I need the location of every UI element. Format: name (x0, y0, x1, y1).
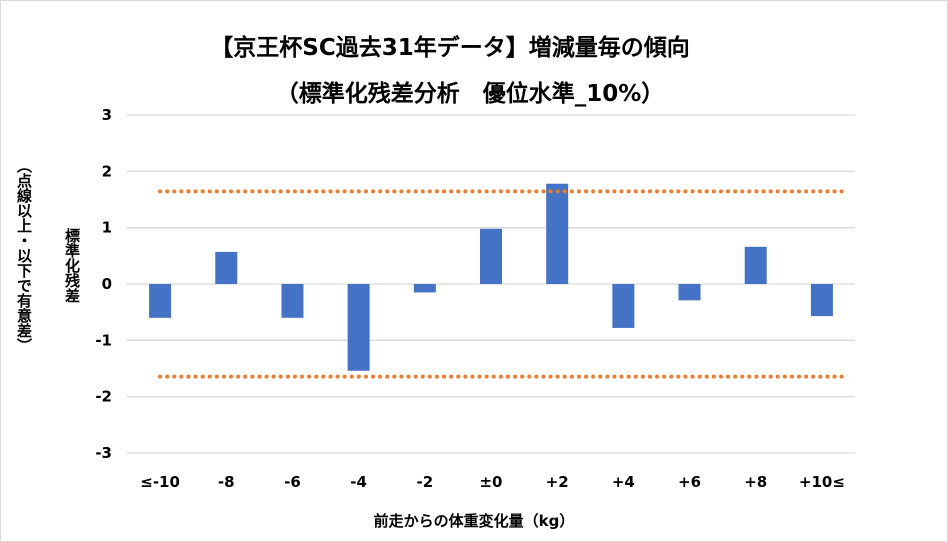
y-tick-label: 0 (102, 275, 112, 293)
x-tick-label: -4 (350, 473, 367, 491)
x-axis-label: 前走からの体重変化量（kg） (373, 512, 575, 530)
bar (480, 228, 502, 284)
bar (413, 284, 436, 293)
y-tick-label: 1 (102, 219, 112, 237)
x-tick-label: ±0 (479, 473, 502, 491)
x-tick-label: ≤-10 (140, 473, 180, 491)
y-axis-label: 標準化残差 (63, 228, 81, 303)
chart-title: 【京王杯SC過去31年データ】増減量毎の傾向 (210, 35, 690, 61)
chart-subtitle: （標準化残差分析 優位水準_10%） (275, 81, 665, 107)
bar (678, 284, 701, 301)
x-tick-label: -8 (218, 473, 235, 491)
bar (149, 284, 172, 318)
bar (744, 246, 767, 284)
y-tick-label: -3 (95, 444, 112, 462)
bar (347, 284, 370, 371)
y-tick-label: -1 (95, 331, 112, 349)
y-tick-label: 3 (102, 106, 112, 124)
x-tick-label: +6 (678, 473, 701, 491)
x-tick-label: +2 (546, 473, 569, 491)
y-tick-label: 2 (102, 162, 112, 180)
x-tick-label: +10≤ (799, 473, 845, 491)
bar (281, 284, 304, 318)
bar (215, 251, 238, 284)
x-tick-label: +8 (744, 473, 767, 491)
x-tick-label: -6 (284, 473, 301, 491)
y-tick-label: -2 (95, 388, 112, 406)
bar (612, 284, 635, 328)
x-tick-label: +4 (612, 473, 635, 491)
bar (810, 284, 833, 317)
bar (546, 183, 569, 284)
x-tick-label: -2 (416, 473, 433, 491)
y-axis-note: （点線以上・以下で有意差） (15, 158, 33, 353)
